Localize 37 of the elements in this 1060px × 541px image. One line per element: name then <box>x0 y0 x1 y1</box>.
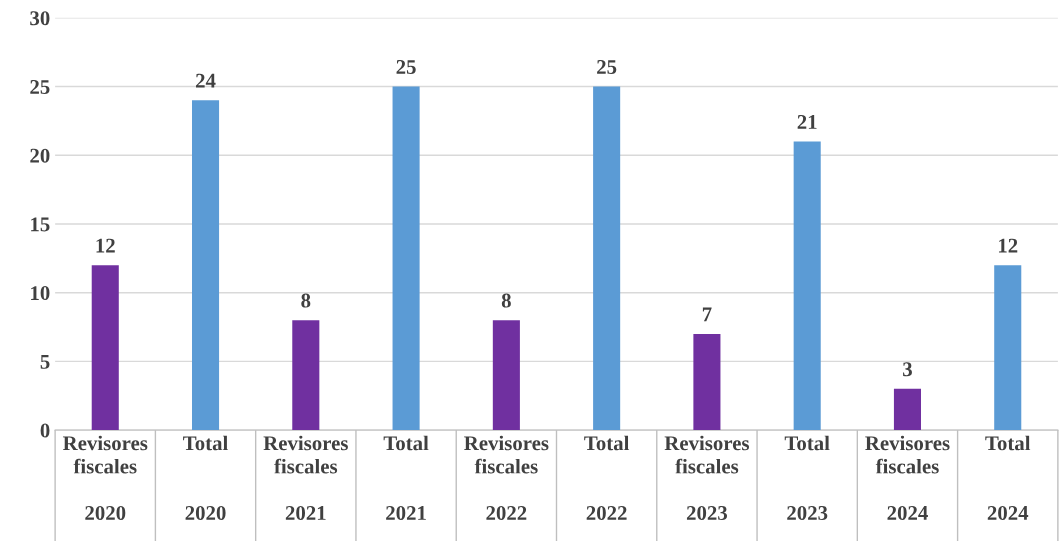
bar <box>392 86 420 431</box>
category-label: Revisores fiscales 2020 <box>62 435 148 520</box>
category-label: Total 2021 <box>383 435 429 520</box>
bar <box>292 320 320 431</box>
bar <box>593 86 621 431</box>
y-tick-label: 0 <box>40 423 50 438</box>
category-label: Revisores fiscales 2024 <box>865 435 950 520</box>
category-label: Total 2024 <box>985 435 1031 520</box>
data-label: 3 <box>903 362 912 377</box>
category-label: Revisores fiscales 2022 <box>464 435 549 520</box>
y-tick-label: 30 <box>30 11 50 26</box>
category-label: Total 2022 <box>584 435 630 520</box>
bar <box>91 265 119 431</box>
y-tick-label: 10 <box>31 286 50 301</box>
data-label: 24 <box>195 73 216 88</box>
bar <box>994 265 1022 431</box>
data-label: 8 <box>501 293 511 308</box>
data-label: 12 <box>96 238 115 253</box>
category-label: Revisores fiscales 2023 <box>664 435 750 520</box>
bar <box>793 141 821 431</box>
data-label: 21 <box>797 114 817 129</box>
y-tick-label: 5 <box>40 354 50 369</box>
y-tick-label: 15 <box>31 217 50 232</box>
y-tick-label: 25 <box>30 79 50 94</box>
data-label: 25 <box>597 59 617 74</box>
category-label: Revisores fiscales 2021 <box>263 435 348 520</box>
data-label: 25 <box>396 59 416 74</box>
data-label: 8 <box>301 293 311 308</box>
bar <box>893 388 921 431</box>
bar <box>693 333 721 431</box>
category-label: Total 2023 <box>784 435 830 520</box>
bar <box>192 100 220 431</box>
data-label: 7 <box>702 307 712 322</box>
bar <box>492 320 520 431</box>
y-tick-label: 20 <box>30 148 50 163</box>
category-label: Total 2020 <box>183 435 228 520</box>
data-label: 12 <box>999 238 1018 253</box>
